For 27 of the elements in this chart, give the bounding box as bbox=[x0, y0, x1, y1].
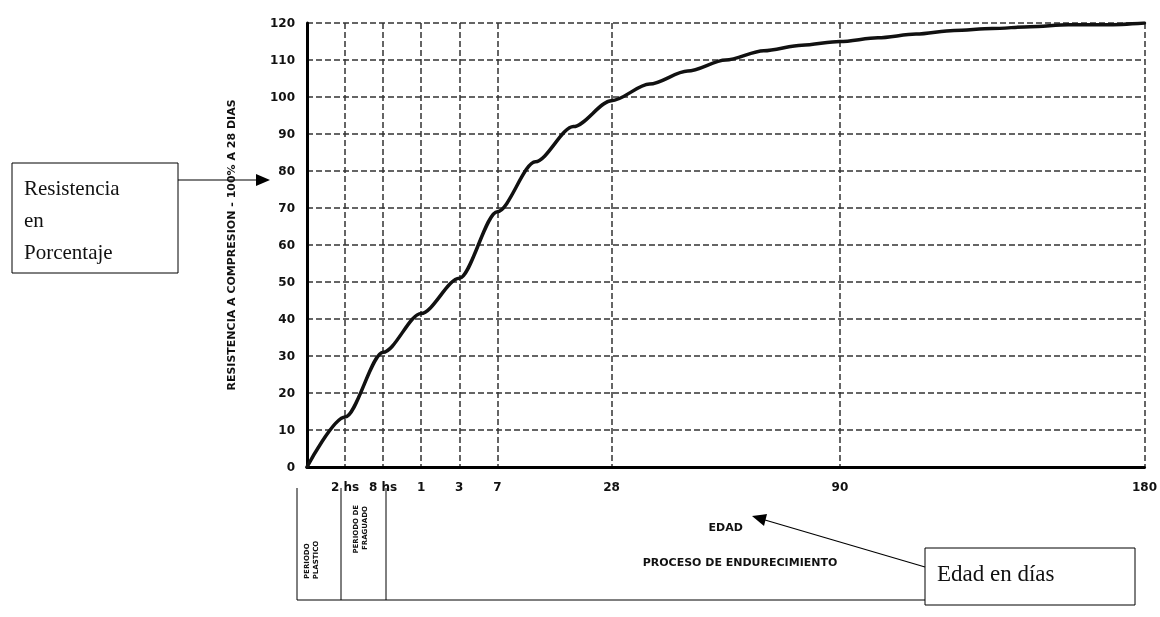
x-tick-label: 90 bbox=[831, 480, 849, 494]
y-tick-label: 30 bbox=[278, 349, 295, 363]
y-tick-label: 80 bbox=[278, 164, 295, 178]
y-tick-label: 70 bbox=[278, 201, 295, 215]
x-tick-label: 28 bbox=[603, 480, 620, 494]
y-tick-label: 60 bbox=[278, 238, 295, 252]
y-tick-label: 10 bbox=[278, 423, 295, 437]
y-tick-label: 20 bbox=[278, 386, 295, 400]
y-axis-title: RESISTENCIA A COMPRESION - 100% A 28 DIAS bbox=[225, 99, 238, 391]
text: PROCESO DE ENDURECIMIENTO bbox=[642, 556, 838, 569]
x-tick-label: 1 bbox=[417, 480, 426, 494]
y-tick-label: 40 bbox=[278, 312, 295, 326]
y-tick-label: 90 bbox=[278, 127, 295, 141]
x-tick-label: 3 bbox=[455, 480, 464, 494]
x-tick-label: 2 hs bbox=[330, 480, 360, 494]
x-tick-label: 8 hs bbox=[369, 480, 398, 494]
y-tick-label: 100 bbox=[269, 90, 295, 104]
line-series bbox=[305, 21, 1147, 469]
y-tick-label: 50 bbox=[278, 275, 295, 289]
y-tick-label: 0 bbox=[286, 460, 295, 474]
x-tick-label: 180 bbox=[1131, 480, 1158, 494]
y-tick-label: 120 bbox=[269, 16, 295, 30]
y-tick-label: 110 bbox=[269, 53, 295, 67]
text: Resistencia en Porcentaje bbox=[24, 176, 125, 264]
x-tick-label: 7 bbox=[493, 480, 502, 494]
text: Edad en días bbox=[937, 561, 1055, 586]
x-axis-title: EDAD bbox=[708, 521, 743, 534]
